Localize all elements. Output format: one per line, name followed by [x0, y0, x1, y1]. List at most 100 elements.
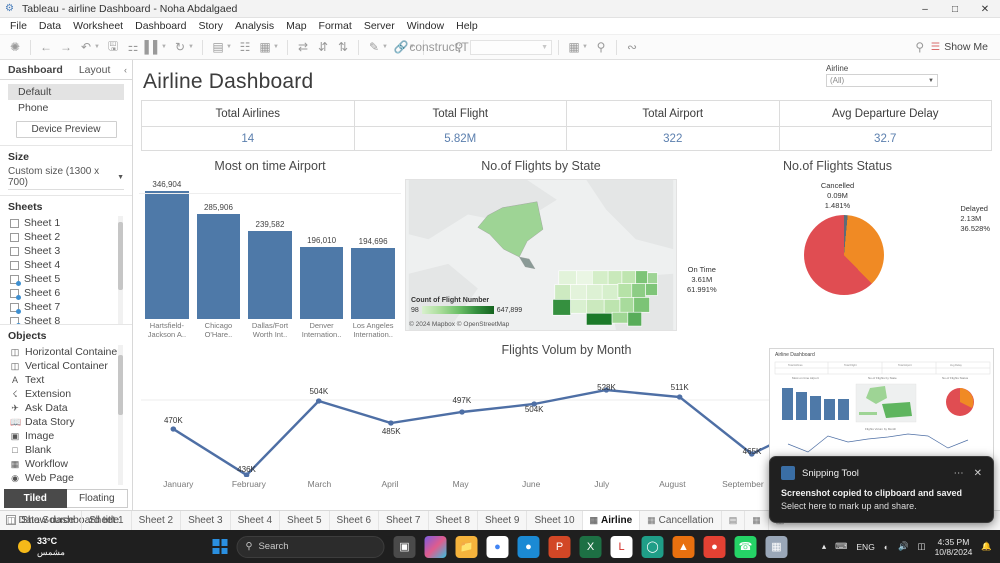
object-data-story[interactable]: 📖 Data Story [8, 415, 124, 429]
fix-axes-icon[interactable]: ⚲ [454, 40, 464, 54]
tableau-taskbar-icon[interactable]: ▦ [765, 535, 788, 558]
show-hidden-icons-icon[interactable]: ▴ [821, 541, 827, 551]
sheet-item[interactable]: Sheet 2 [8, 230, 124, 244]
bar-item[interactable]: 194,696 [351, 179, 395, 319]
presentation-icon[interactable]: ⚲ [915, 40, 925, 54]
device-preview-button[interactable]: Device Preview [15, 121, 117, 138]
device-item-default[interactable]: Default [8, 84, 124, 100]
close-button[interactable]: ✕ [980, 3, 990, 15]
excel-icon[interactable]: X [579, 535, 602, 558]
data-source-tab[interactable]: ◫ Data Source [0, 511, 83, 530]
device-item-phone[interactable]: Phone [18, 102, 49, 114]
presentation-mode-icon[interactable]: ⚲ [596, 40, 606, 54]
sheet-item[interactable]: Sheet 8 [8, 314, 124, 324]
task-view-icon[interactable]: ▣ [393, 535, 416, 558]
sheets-scrollbar-thumb[interactable] [118, 222, 123, 290]
run-update-icon[interactable]: ↻ [174, 40, 186, 54]
run-update-caret-icon[interactable]: ▼ [188, 44, 194, 50]
lastpass-icon[interactable]: L [610, 535, 633, 558]
object-ask-data[interactable]: ✈ Ask Data [8, 401, 124, 415]
sort-ascending-icon[interactable]: ⇵ [317, 40, 329, 54]
sheet-tab-sheet-8[interactable]: Sheet 8 [429, 511, 478, 530]
menu-item-server[interactable]: Server [363, 20, 395, 32]
object-extension[interactable]: ☇ Extension [8, 387, 124, 401]
menu-item-data[interactable]: Data [38, 20, 62, 32]
volume-icon[interactable]: 🔊 [897, 541, 909, 551]
show-dashboard-title-row[interactable]: Show dashboard title [0, 508, 132, 532]
bar-rect[interactable] [299, 247, 344, 319]
sheet-tab-cancellation[interactable]: ▦ Cancellation [640, 511, 722, 530]
show-me-button[interactable]: ☰ Show Me [931, 41, 994, 53]
notifications-icon[interactable]: 🔔 [981, 541, 992, 551]
menu-item-analysis[interactable]: Analysis [235, 20, 275, 32]
menu-item-map[interactable]: Map [286, 20, 307, 32]
menu-item-dashboard[interactable]: Dashboard [135, 20, 187, 32]
edge-icon[interactable]: ● [517, 535, 540, 558]
menu-item-file[interactable]: File [10, 20, 27, 32]
bar-item[interactable]: 239,582 [248, 179, 292, 319]
group-members-icon[interactable]: 🔗 [393, 40, 409, 54]
sheet-item[interactable]: Sheet 1 [8, 216, 124, 230]
sheet-item[interactable]: Sheet 7 [8, 300, 124, 314]
new-worksheet-icon[interactable]: ▤ [212, 40, 224, 54]
maximize-button[interactable]: □ [951, 3, 959, 15]
refresh-caret-icon[interactable]: ▼ [94, 44, 100, 50]
fit-axis-caret-icon[interactable]: ▼ [582, 44, 588, 50]
redo-icon[interactable]: → [60, 40, 72, 54]
start-button-icon[interactable] [212, 539, 228, 554]
minimize-button[interactable]: – [922, 3, 928, 15]
pause-auto-update-icon[interactable]: ▌▌ [144, 40, 162, 54]
sheet-tab-sheet-4[interactable]: Sheet 4 [231, 511, 281, 530]
menu-item-format[interactable]: Format [318, 20, 352, 32]
keyboard-icon[interactable]: ⌨ [835, 541, 848, 551]
save-icon[interactable]: 🖫 [107, 38, 119, 53]
object-web-page[interactable]: ◉ Web Page [8, 471, 124, 485]
sort-descending-icon[interactable]: ⇅ [337, 40, 349, 54]
object-horizontal-container[interactable]: ◫ Horizontal Container [8, 345, 124, 359]
toast-more-icon[interactable]: ⋯ [953, 467, 964, 479]
language-indicator[interactable]: ENG [856, 541, 875, 552]
tiled-button[interactable]: Tiled [4, 489, 67, 508]
clear-sheet-caret-icon[interactable]: ▼ [273, 44, 279, 50]
highlight-icon[interactable]: ✎ [368, 40, 380, 54]
sheet-tab-sheet-5[interactable]: Sheet 5 [280, 511, 330, 530]
object-text[interactable]: A Text [8, 373, 124, 387]
objects-scrollbar-thumb[interactable] [118, 355, 123, 415]
toast-close-icon[interactable]: ✕ [973, 467, 982, 479]
menu-item-story[interactable]: Story [198, 20, 223, 32]
menu-item-help[interactable]: Help [456, 20, 478, 32]
new-worksheet-button[interactable]: ▤ [722, 511, 746, 530]
new-worksheet-caret-icon[interactable]: ▼ [226, 44, 232, 50]
share-icon[interactable]: ∾ [626, 40, 638, 54]
chrome-icon[interactable]: ● [486, 535, 509, 558]
add-data-source-icon[interactable]: ⚏ [127, 40, 139, 54]
new-dashboard-button[interactable]: ▦ [745, 511, 769, 530]
bar-item[interactable]: 196,010 [299, 179, 344, 319]
bar-rect[interactable] [145, 191, 189, 319]
group-caret-icon[interactable]: ▼ [409, 44, 415, 50]
bar-rect[interactable] [351, 248, 395, 319]
fit-axis-icon[interactable]: ▦ [568, 40, 580, 54]
object-workflow[interactable]: ▦ Workflow [8, 457, 124, 471]
sheet-tab-sheet-6[interactable]: Sheet 6 [330, 511, 380, 530]
duplicate-sheet-icon[interactable]: ☷ [239, 40, 251, 54]
bar-rect[interactable] [248, 231, 292, 319]
file-explorer-icon[interactable]: 📁 [455, 535, 478, 558]
sheet-item[interactable]: Sheet 6 [8, 286, 124, 300]
airline-filter-select[interactable]: (All) ▼ [826, 74, 938, 87]
pie-chart-panel[interactable]: No.of Flights Status Cancelled 0.09M 1.4… [681, 159, 994, 339]
copilot-icon[interactable] [424, 535, 447, 558]
battery-icon[interactable]: ◫ [917, 541, 926, 551]
highlight-caret-icon[interactable]: ▼ [382, 44, 388, 50]
sheet-tab-airline[interactable]: ▦ Airline [582, 511, 641, 530]
sheet-tab-sheet-3[interactable]: Sheet 3 [181, 511, 231, 530]
taskbar-clock[interactable]: 4:35 PM 10/8/2024 [935, 537, 973, 557]
object-image[interactable]: ▣ Image [8, 429, 124, 443]
menu-item-window[interactable]: Window [406, 20, 445, 32]
objects-scrollbar-track[interactable] [118, 345, 123, 485]
bar-rect[interactable] [196, 214, 241, 319]
undo-icon[interactable]: ← [40, 40, 52, 54]
floating-button[interactable]: Floating [66, 489, 128, 508]
snip-preview-thumbnail[interactable]: Airline Dashboard Total Airlines Total F… [769, 348, 994, 468]
map-panel[interactable]: No.of Flights by State [405, 159, 677, 339]
